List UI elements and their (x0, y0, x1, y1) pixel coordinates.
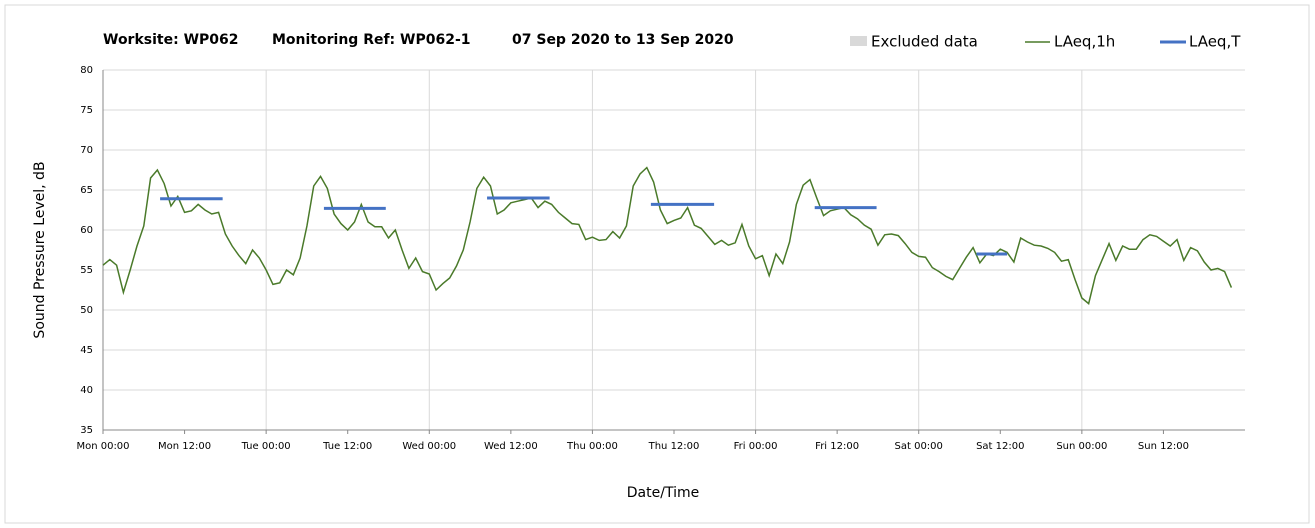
x-axis-label: Date/Time (627, 485, 699, 501)
line-series (102, 166, 1233, 305)
x-tick-label: Thu 12:00 (648, 441, 700, 452)
y-axis-label: Sound Pressure Level, dB (32, 161, 48, 338)
y-tick-label: 50 (80, 305, 93, 316)
legend-label: LAeq,1h (1054, 33, 1115, 51)
legend-swatch (850, 36, 867, 46)
y-tick-label: 40 (80, 385, 93, 396)
x-tick-label: Sat 00:00 (895, 441, 943, 452)
y-tick-label: 55 (80, 265, 93, 276)
x-tick-label: Fri 12:00 (815, 441, 859, 452)
legend-label: Excluded data (871, 33, 978, 51)
y-tick-label: 80 (80, 65, 93, 76)
x-tick-label: Mon 12:00 (158, 441, 211, 452)
y-tick-label: 35 (80, 425, 93, 436)
legend-label: LAeq,T (1189, 33, 1241, 51)
x-tick-label: Wed 12:00 (484, 441, 538, 452)
x-tick-label: Fri 00:00 (734, 441, 778, 452)
x-tick-label: Tue 00:00 (241, 441, 291, 452)
x-tick-label: Sun 12:00 (1138, 441, 1189, 452)
x-tick-label: Tue 12:00 (322, 441, 372, 452)
title: 07 Sep 2020 to 13 Sep 2020 (512, 32, 734, 48)
y-tick-label: 65 (80, 185, 93, 196)
y-tick-label: 60 (80, 225, 93, 236)
x-tick-label: Thu 00:00 (566, 441, 618, 452)
x-tick-label: Wed 00:00 (402, 441, 456, 452)
x-tick-label: Sun 00:00 (1056, 441, 1107, 452)
y-tick-label: 45 (80, 345, 93, 356)
title: Worksite: WP062 (103, 32, 239, 48)
x-tick-label: Mon 00:00 (76, 441, 129, 452)
chart-frame (4, 4, 1310, 524)
x-tick-label: Sat 12:00 (976, 441, 1024, 452)
y-tick-label: 75 (80, 105, 93, 116)
title: Monitoring Ref: WP062-1 (272, 32, 471, 48)
y-tick-label: 70 (80, 145, 93, 156)
